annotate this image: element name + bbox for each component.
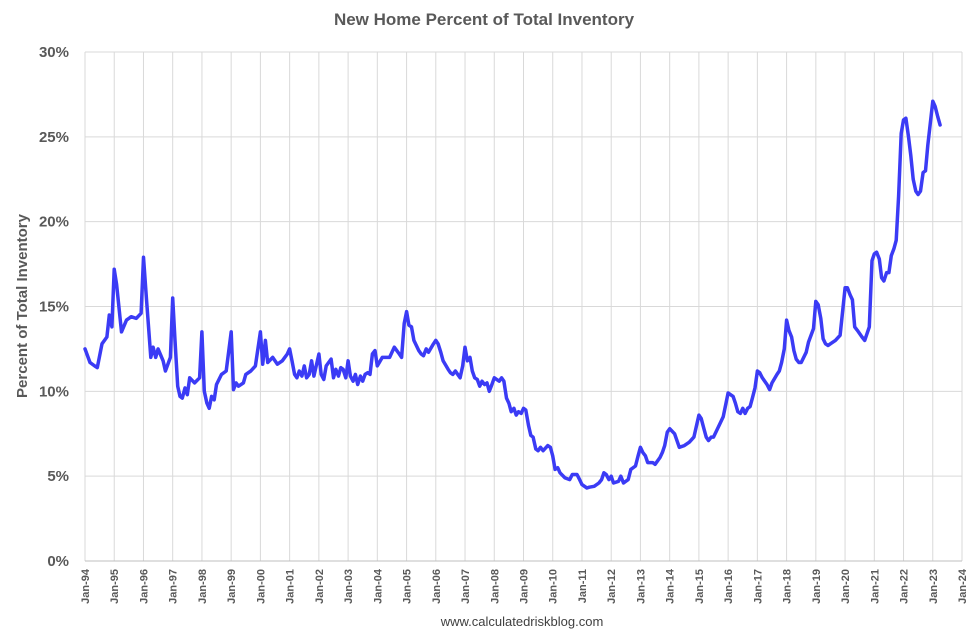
x-tick-label: Jan-95 (109, 569, 121, 604)
series-layer (83, 99, 942, 490)
x-tick-label: Jan-15 (694, 569, 706, 604)
x-tick-label: Jan-23 (928, 569, 940, 604)
y-tick-label: 20% (39, 214, 69, 231)
x-tick-label: Jan-03 (343, 569, 355, 604)
x-tick-label: Jan-08 (489, 569, 501, 604)
x-tick-label: Jan-98 (197, 569, 209, 604)
x-tick-label: Jan-00 (255, 569, 267, 604)
x-tick-label: Jan-24 (957, 568, 969, 604)
series-line (83, 99, 942, 490)
x-tick-label: Jan-19 (811, 569, 823, 604)
x-tick-label: Jan-96 (138, 569, 150, 604)
source-label: www.calculatedriskblog.com (440, 614, 604, 629)
x-axis-ticks: Jan-94 Jan-95 Jan-96 Jan-97 Jan-98 Jan-99 Jan-… (80, 568, 969, 604)
x-tick-label: Jan-09 (519, 569, 531, 604)
x-tick-label: Jan-17 (752, 569, 764, 604)
x-tick-label: Jan-13 (635, 569, 647, 604)
x-tick-label: Jan-16 (723, 569, 735, 604)
x-tick-label: Jan-07 (460, 569, 472, 604)
y-axis-ticks: 0% 5% 10% 15% 20% 25% 30% (39, 44, 69, 570)
x-tick-label: Jan-20 (840, 569, 852, 604)
y-tick-label: 5% (47, 468, 69, 485)
chart-title: New Home Percent of Total Inventory (334, 10, 635, 29)
x-tick-label: Jan-22 (899, 569, 911, 604)
x-tick-label: Jan-99 (226, 569, 238, 604)
x-tick-label: Jan-04 (372, 568, 384, 604)
grid (84, 51, 963, 561)
x-tick-label: Jan-94 (80, 568, 92, 604)
x-tick-label: Jan-14 (665, 568, 677, 604)
y-axis-label: Percent of Total Inventory (14, 213, 31, 398)
x-tick-label: Jan-05 (402, 569, 414, 604)
x-tick-label: Jan-01 (285, 569, 297, 604)
x-tick-label: Jan-10 (548, 569, 560, 604)
x-tick-label: Jan-18 (782, 569, 794, 604)
y-tick-label: 10% (39, 383, 69, 400)
x-tick-label: Jan-02 (314, 569, 326, 604)
x-tick-label: Jan-97 (168, 569, 180, 604)
x-tick-label: Jan-12 (606, 569, 618, 604)
x-tick-label: Jan-06 (431, 569, 443, 604)
y-tick-label: 30% (39, 44, 69, 61)
y-tick-label: 25% (39, 129, 69, 146)
y-tick-label: 0% (47, 553, 69, 570)
y-tick-label: 15% (39, 299, 69, 316)
x-tick-label: Jan-21 (869, 569, 881, 604)
x-tick-label: Jan-11 (577, 569, 589, 603)
